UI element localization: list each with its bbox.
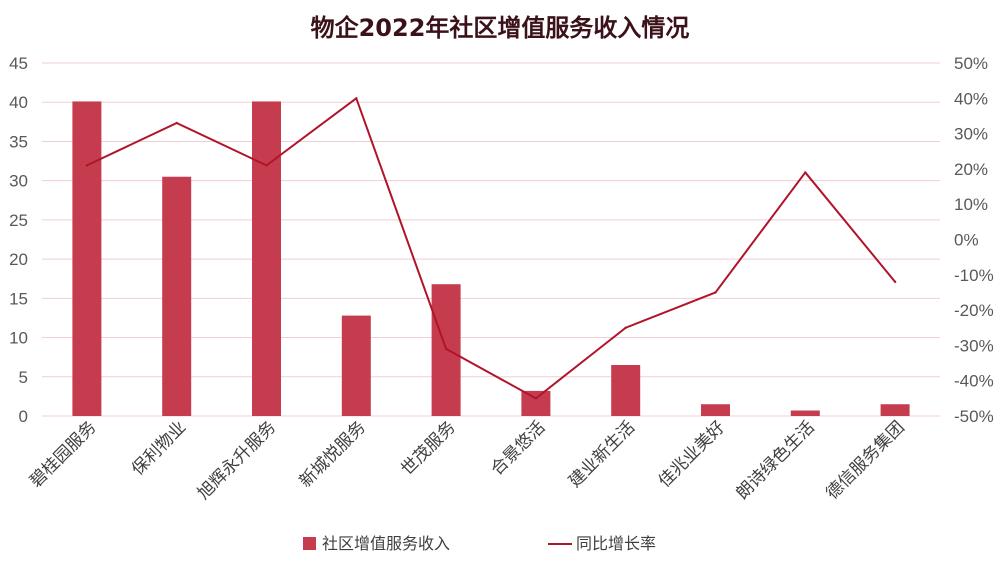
bar — [701, 404, 730, 416]
category-label: 保利物业 — [128, 417, 190, 479]
bar — [521, 390, 551, 416]
category-label: 新城悦服务 — [296, 417, 370, 491]
left-tick-label: 10 — [9, 329, 28, 348]
right-tick-label: -40% — [954, 372, 994, 391]
bar — [790, 410, 820, 416]
growth-line — [86, 97, 896, 400]
gridlines — [42, 62, 940, 417]
line-point — [444, 347, 448, 351]
bar — [162, 176, 192, 416]
line-point — [265, 164, 268, 167]
category-labels: 碧桂园服务 保利物业 旭辉永升服务 新城悦服务 世茂服务 合景悠活 建业新生活 佳兆业美好 朗诗… — [26, 417, 908, 503]
category-label: 合景悠活 — [487, 417, 549, 479]
category-label: 德信服务集团 — [822, 417, 908, 503]
left-tick-label: 45 — [9, 54, 28, 73]
line-point — [714, 291, 717, 294]
right-tick-label: 50% — [954, 54, 988, 73]
legend-bar-label: 社区增值服务收入 — [322, 534, 450, 553]
line-series — [85, 97, 897, 400]
left-tick-label: 30 — [9, 172, 28, 191]
bar — [611, 365, 641, 416]
line-point — [355, 97, 358, 100]
category-label: 碧桂园服务 — [26, 417, 100, 491]
left-tick-label: 20 — [9, 250, 28, 269]
line-point — [804, 171, 807, 174]
legend: 社区增值服务收入 同比增长率 — [303, 534, 656, 553]
line-point — [893, 280, 897, 284]
right-tick-label: -50% — [954, 407, 994, 426]
bar-series — [72, 101, 910, 416]
line-point — [534, 397, 538, 400]
category-label: 世茂服务 — [397, 417, 459, 479]
legend-bar-swatch — [303, 537, 316, 550]
right-tick-label: -20% — [954, 301, 994, 320]
category-label: 建业新生活 — [565, 417, 639, 491]
chart-title: 物企2022年社区增值服务收入情况 — [311, 14, 690, 42]
right-tick-label: 40% — [954, 89, 988, 108]
left-tick-label: 35 — [9, 132, 28, 151]
right-tick-label: 10% — [954, 195, 988, 214]
right-tick-label: 30% — [954, 125, 988, 144]
category-label: 佳兆业美好 — [655, 417, 729, 491]
line-point — [624, 326, 627, 329]
bar — [341, 315, 371, 416]
left-tick-label: 15 — [9, 289, 28, 308]
left-tick-label: 25 — [9, 211, 28, 230]
bar — [880, 404, 910, 416]
category-label: 旭辉永升服务 — [194, 417, 280, 503]
right-tick-label: 20% — [954, 160, 988, 179]
line-point — [85, 164, 89, 167]
bar — [72, 101, 102, 416]
bar — [252, 101, 281, 416]
right-tick-label: -10% — [954, 266, 994, 285]
category-label: 朗诗绿色生活 — [733, 417, 819, 503]
right-axis-ticks: -50% -40% -30% -20% -10% 0% 10% 20% 30% 40% 50% — [954, 54, 994, 426]
left-tick-label: 0 — [19, 407, 28, 426]
left-tick-label: 5 — [19, 368, 28, 387]
line-point — [175, 121, 178, 125]
legend-line-label: 同比增长率 — [576, 534, 656, 553]
right-tick-label: 0% — [954, 231, 979, 250]
right-tick-label: -30% — [954, 336, 994, 355]
left-axis-ticks: 0 5 10 15 20 25 30 35 40 45 — [9, 54, 28, 426]
left-tick-label: 40 — [9, 93, 28, 112]
